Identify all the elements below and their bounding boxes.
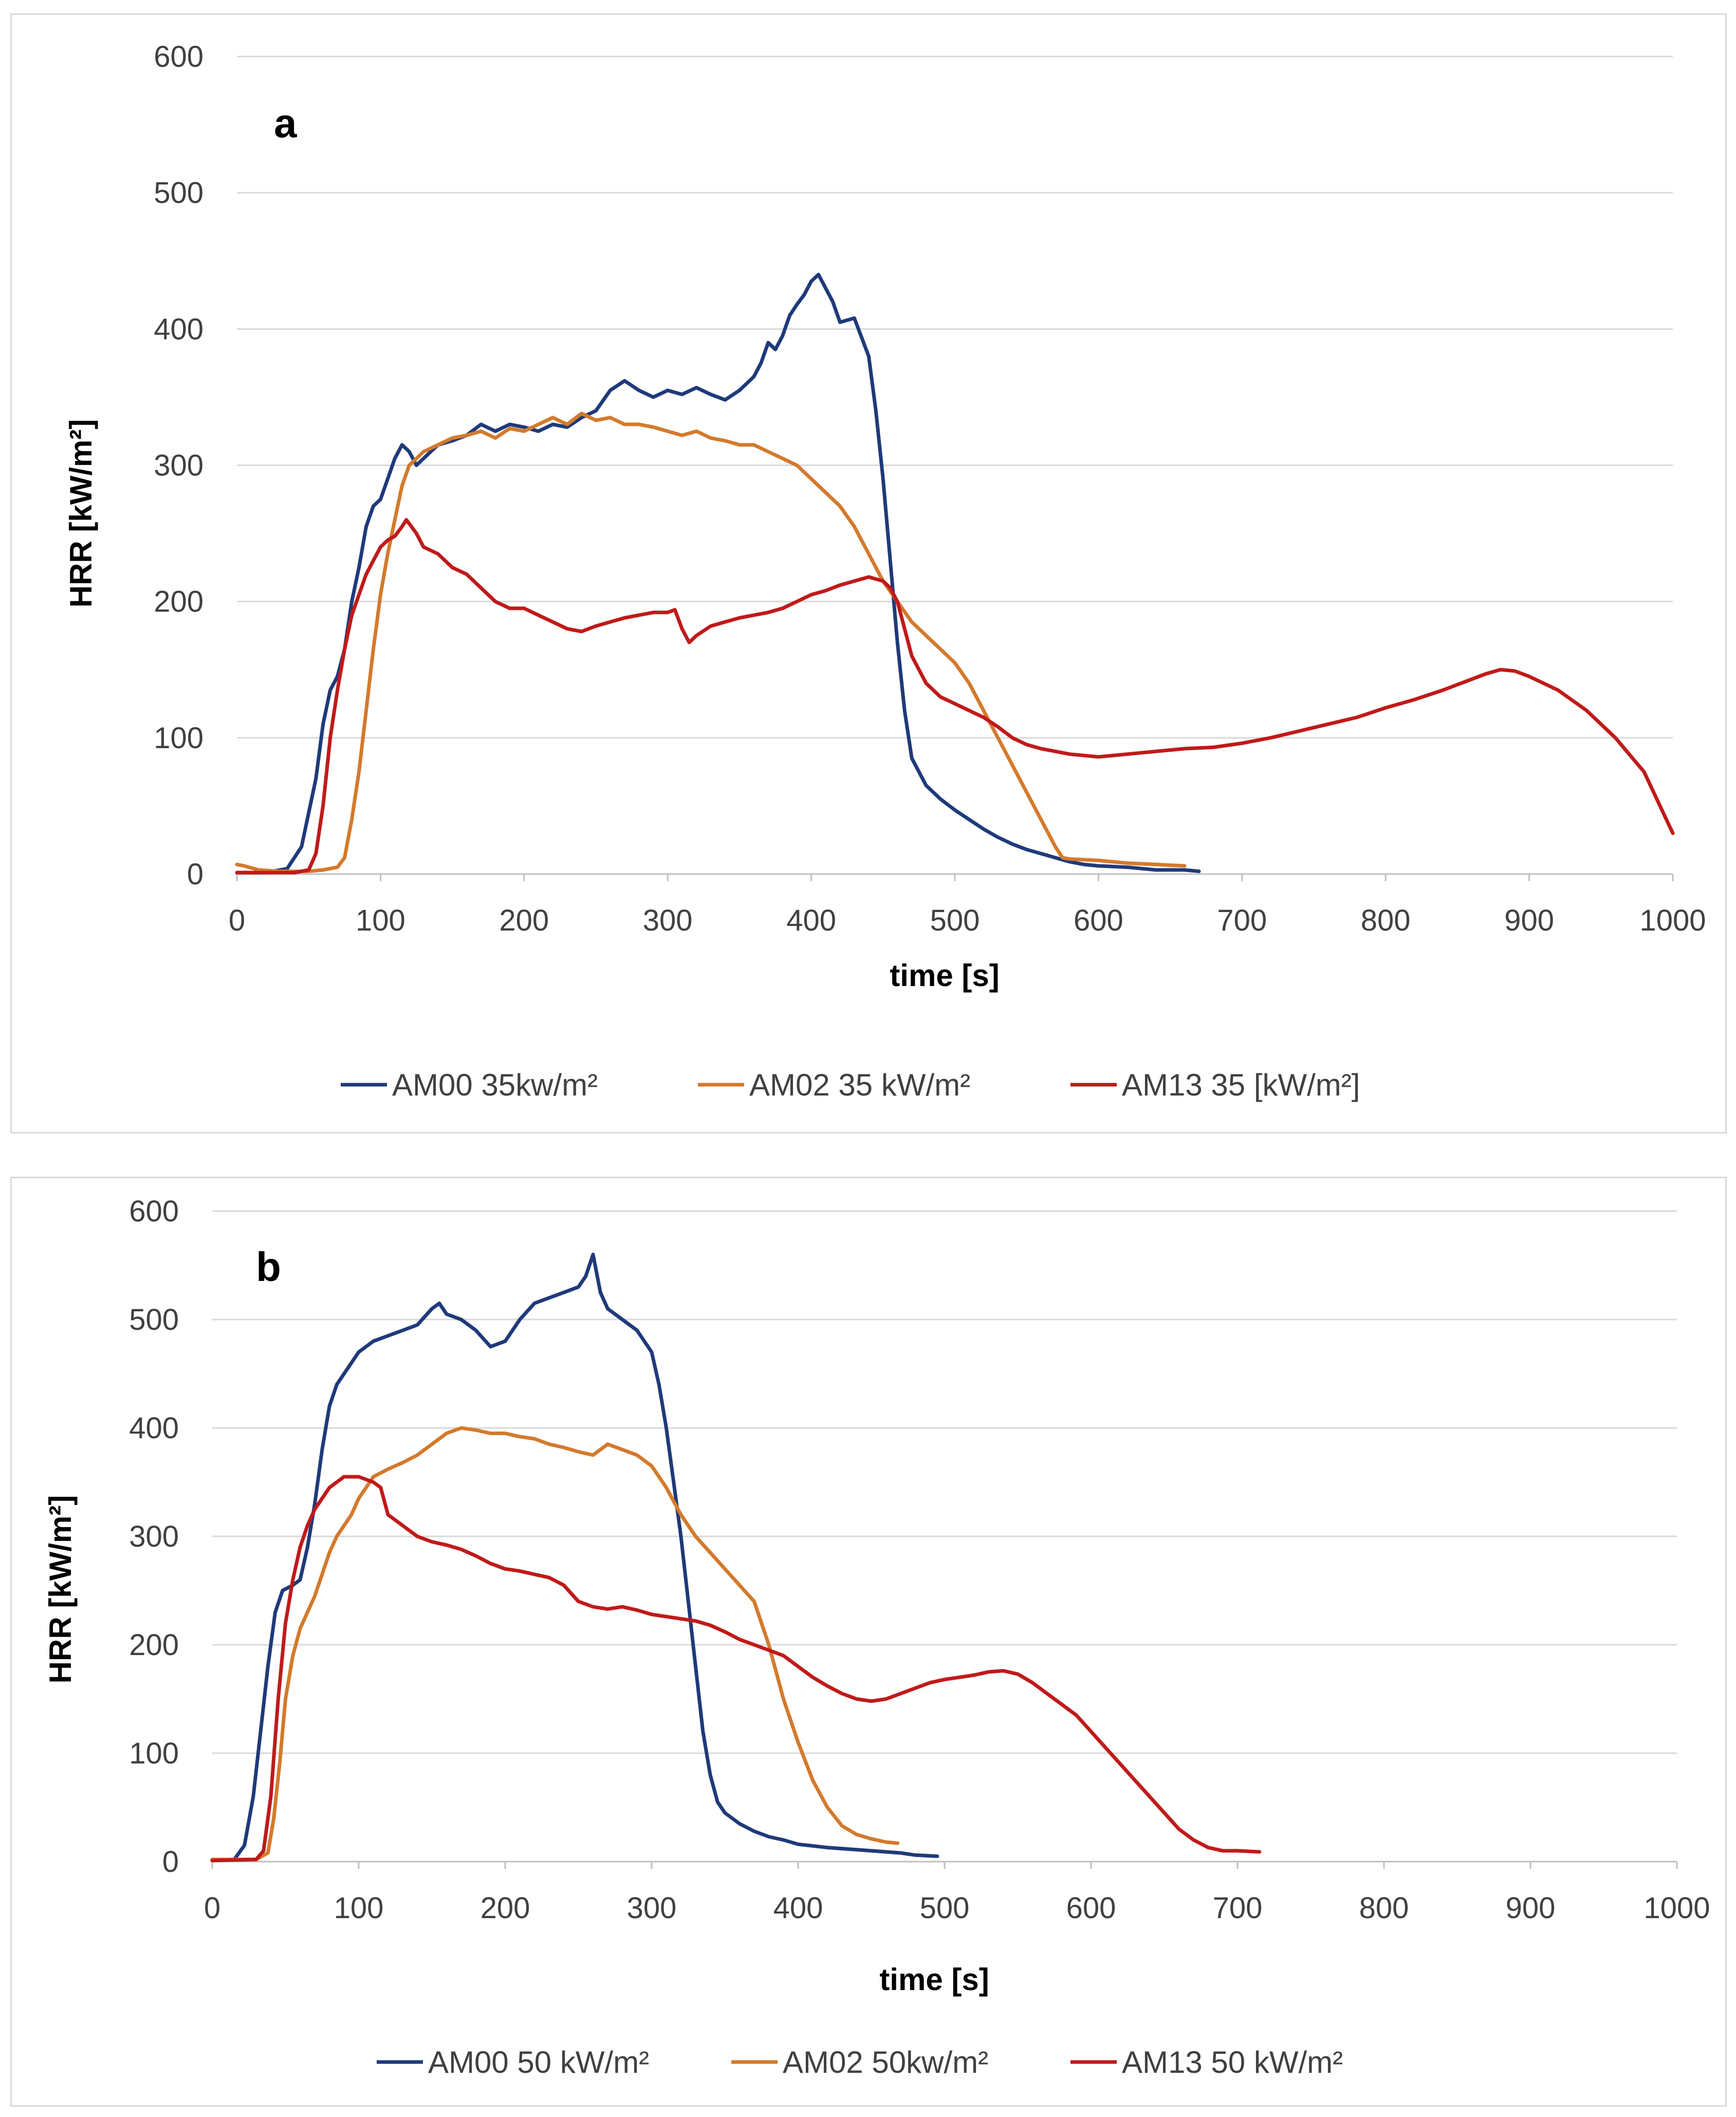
x-tick-label-b-400: 400 — [773, 1891, 823, 1925]
x-tick-label-b-1000: 1000 — [1643, 1891, 1710, 1925]
y-tick-label-b-500: 500 — [129, 1303, 179, 1336]
legend-b-label-am13: AM13 50 kW/m² — [1122, 2045, 1343, 2079]
legend-b-label-am00: AM00 50 kW/m² — [428, 2045, 649, 2079]
chart-b-x-axis-title: time [s] — [879, 1962, 989, 1997]
chart-a-x-axis — [236, 873, 1674, 881]
chart-b-x-tick-labels: 0 100 200 300 400 500 600 700 800 900 1000 — [204, 1891, 1710, 1925]
x-tick-label-b-100: 100 — [334, 1891, 384, 1925]
x-tick-label-b-500: 500 — [920, 1891, 970, 1925]
chart-b-svg: 0 100 200 300 400 500 600 0 100 200 300 400 500 600 7… — [43, 1195, 1710, 2079]
x-tick-label-b-200: 200 — [481, 1891, 530, 1925]
chart-b-series — [210, 1252, 1262, 1863]
x-tick-label-b-600: 600 — [1066, 1891, 1116, 1925]
x-tick-label-a-900: 900 — [1504, 904, 1554, 937]
chart-a-x-axis-title: time [s] — [890, 958, 999, 993]
chart-b-panel-label: b — [256, 1244, 281, 1290]
y-tick-label-a-500: 500 — [154, 176, 204, 210]
chart-b-gridlines — [212, 1210, 1677, 1754]
x-tick-label-b-800: 800 — [1359, 1891, 1409, 1925]
y-tick-label-a-200: 200 — [154, 585, 204, 619]
chart-panel-b: 0 100 200 300 400 500 600 0 100 200 300 400 500 600 7… — [10, 1177, 1727, 2107]
y-tick-label-a-600: 600 — [154, 40, 204, 73]
series-line-b-0 — [210, 1252, 939, 1863]
x-tick-label-a-100: 100 — [356, 904, 405, 937]
x-tick-label-a-400: 400 — [786, 904, 836, 937]
chart-a-gridlines — [237, 55, 1673, 739]
chart-a-x-tick-labels: 0 100 200 300 400 500 600 700 800 900 1000 — [229, 904, 1706, 937]
legend-a-label-am13: AM13 35 [kW/m²] — [1122, 1068, 1360, 1102]
chart-a-y-tick-labels: 0 100 200 300 400 500 600 — [154, 40, 204, 891]
x-tick-label-a-1000: 1000 — [1639, 904, 1706, 937]
legend-a-label-am02: AM02 35 kW/m² — [749, 1068, 970, 1102]
y-tick-label-b-0: 0 — [162, 1845, 179, 1879]
series-line-b-1 — [210, 1426, 900, 1862]
y-tick-label-b-200: 200 — [129, 1628, 179, 1662]
x-tick-label-a-300: 300 — [643, 904, 693, 937]
chart-a-svg: 0 100 200 300 400 500 600 0 100 200 300 400 500 600 7… — [64, 40, 1706, 1102]
x-tick-label-b-300: 300 — [627, 1891, 677, 1925]
y-tick-label-b-400: 400 — [129, 1412, 179, 1445]
y-tick-label-a-400: 400 — [154, 312, 204, 346]
y-tick-label-b-600: 600 — [129, 1195, 179, 1228]
chart-b-legend: AM00 50 kW/m² AM02 50kw/m² AM13 50 kW/m² — [377, 2045, 1343, 2079]
x-tick-label-a-700: 700 — [1217, 904, 1267, 937]
y-tick-label-b-100: 100 — [129, 1737, 179, 1770]
x-tick-label-b-700: 700 — [1213, 1891, 1263, 1925]
y-tick-label-b-300: 300 — [129, 1520, 179, 1553]
x-tick-label-a-200: 200 — [499, 904, 549, 937]
x-tick-label-a-800: 800 — [1361, 904, 1411, 937]
chart-a-series — [235, 272, 1675, 875]
series-line-a-2 — [235, 518, 1675, 875]
chart-b-x-axis — [211, 1861, 1678, 1869]
chart-b-y-axis-title: HRR [kW/m²] — [43, 1495, 78, 1684]
chart-a-y-axis-title: HRR [kW/m²] — [64, 419, 98, 608]
chart-b-y-tick-labels: 0 100 200 300 400 500 600 — [129, 1195, 179, 1879]
series-line-a-1 — [235, 412, 1187, 874]
y-tick-label-a-100: 100 — [154, 721, 204, 755]
y-tick-label-a-0: 0 — [187, 858, 204, 891]
y-tick-label-a-300: 300 — [154, 449, 204, 482]
x-tick-label-a-500: 500 — [930, 904, 980, 937]
chart-a-legend: AM00 35kw/m² AM02 35 kW/m² AM13 35 [kW/m… — [341, 1068, 1360, 1102]
x-tick-label-b-0: 0 — [204, 1891, 220, 1925]
x-tick-label-a-0: 0 — [229, 904, 245, 937]
chart-panel-a: 0 100 200 300 400 500 600 0 100 200 300 400 500 600 7… — [10, 13, 1727, 1134]
x-tick-label-a-600: 600 — [1074, 904, 1123, 937]
series-line-a-0 — [235, 272, 1201, 875]
chart-a-panel-label: a — [274, 100, 297, 146]
legend-b-label-am02: AM02 50kw/m² — [783, 2045, 988, 2079]
legend-a-label-am00: AM00 35kw/m² — [392, 1068, 598, 1102]
x-tick-label-b-900: 900 — [1506, 1891, 1556, 1925]
series-line-b-2 — [210, 1475, 1262, 1863]
